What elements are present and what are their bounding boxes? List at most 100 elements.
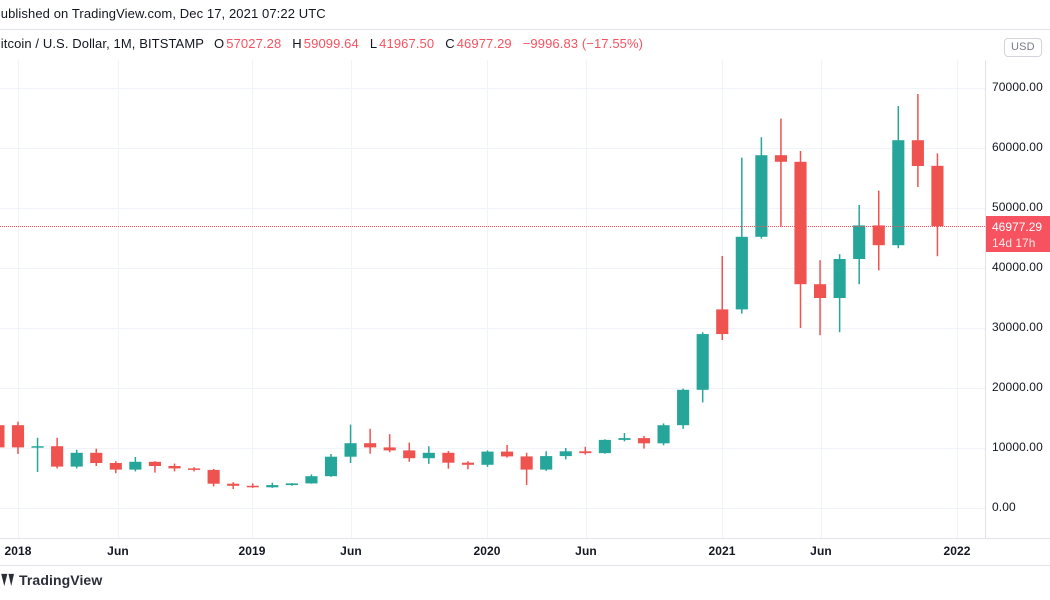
gridline-horizontal [0,148,985,149]
candlestick [872,190,885,271]
time-tick-label: 2021 [708,544,736,558]
tradingview-wordmark: TradingView [19,572,103,588]
time-tick-label: 2020 [473,544,501,558]
price-tick-label: 20000.00 [992,380,1043,394]
currency-badge[interactable]: USD [1004,38,1042,57]
candle-wick [623,433,626,442]
candlestick [90,448,103,466]
candlestick [677,388,690,429]
candlestick [501,445,514,458]
candle-body [109,463,122,470]
open-value: 57027.28 [226,36,282,51]
candle-body [481,451,494,465]
tradingview-logo[interactable]: TradingView [0,572,102,588]
candle-body [168,466,181,469]
candle-wick [252,483,254,488]
candle-body [227,483,240,486]
close-value: 46977.29 [456,36,512,51]
current-price-line [0,226,985,228]
candlestick [657,423,670,446]
candlestick [11,421,25,454]
candlestick [285,483,298,486]
candlestick [794,151,807,328]
candle-body [324,456,338,477]
candle-body [579,451,592,454]
price-tick-label: 30000.00 [992,320,1043,334]
candle-body [637,438,651,444]
gridline-horizontal [0,508,985,509]
price-axis[interactable]: 0.00 10000.00 20000.00 30000.00 40000.00 5000… [986,60,1050,538]
candlestick [246,483,259,488]
time-axis[interactable]: 2018 Jun 2019 Jun 2020 Jun 2021 Jun 2022 [0,539,985,565]
gridline-horizontal [0,388,985,389]
candle-body [657,425,670,444]
candlestick [481,450,494,467]
candle-wick [721,256,723,340]
gridline-vertical [487,60,488,538]
candle-body [70,452,83,467]
gridline-vertical [18,60,19,538]
candlestick [911,94,924,187]
candle-body [911,140,924,166]
candlestick [540,451,553,471]
candlestick [716,256,729,340]
gridline-vertical [586,60,587,538]
chart-legend: Bitcoin / U.S. Dollar, 1M, BITSTAMP O 5702… [0,36,645,51]
symbol-title[interactable]: Bitcoin / U.S. Dollar, 1M, BITSTAMP [0,36,205,51]
candle-body [51,446,64,467]
price-tick-label: 10000.00 [992,440,1043,454]
candlestick [559,448,572,460]
candlestick [755,137,768,239]
candle-body [618,438,631,440]
candle-body [755,155,768,237]
candlestick [324,454,338,477]
candle-wick [780,118,782,227]
candlestick [168,463,181,472]
change-value: −9996.83 (−17.55%) [522,36,644,51]
candlestick [305,474,318,484]
current-price-value: 46977.29 [992,220,1043,235]
candle-body [696,334,709,390]
candle-body [148,461,161,466]
candle-body [403,450,416,459]
gridline-vertical [351,60,352,538]
candlestick [70,449,83,469]
candle-wick [388,434,391,453]
candlestick [403,442,416,462]
candle-body [677,389,690,426]
candle-body [285,483,298,486]
candlestick [774,118,787,227]
candlestick [696,332,709,403]
time-tick-label: Jun [810,544,832,558]
close-key: C [445,36,455,51]
candle-body [246,485,259,488]
candle-body [598,439,611,454]
header-divider [0,29,1050,30]
candle-body [422,452,435,459]
chart-plot-area[interactable] [0,60,985,538]
gridline-vertical [821,60,822,538]
bar-countdown: 14d 17h [992,236,1036,251]
candle-body [442,452,455,463]
candle-body [892,140,905,246]
time-tick-label: 2019 [238,544,266,558]
candle-body [520,456,533,470]
candlestick [207,469,220,487]
candlestick-series [0,94,944,490]
candle-body [540,456,553,470]
candle-body [853,225,866,259]
candle-wick [506,445,508,458]
candlestick [520,452,533,485]
candle-body [501,451,514,457]
candle-wick [584,446,587,455]
candlestick [344,424,357,463]
time-axis-divider [0,538,1050,539]
price-tick-label: 60000.00 [992,140,1043,154]
current-price-badge[interactable]: 46977.29 14d 17h [986,216,1050,253]
gridline-horizontal [0,268,985,269]
candle-body [814,284,827,298]
price-tick-label: 50000.00 [992,200,1043,214]
open-key: O [214,36,225,51]
candlestick [51,437,64,469]
candle-wick [36,437,39,472]
